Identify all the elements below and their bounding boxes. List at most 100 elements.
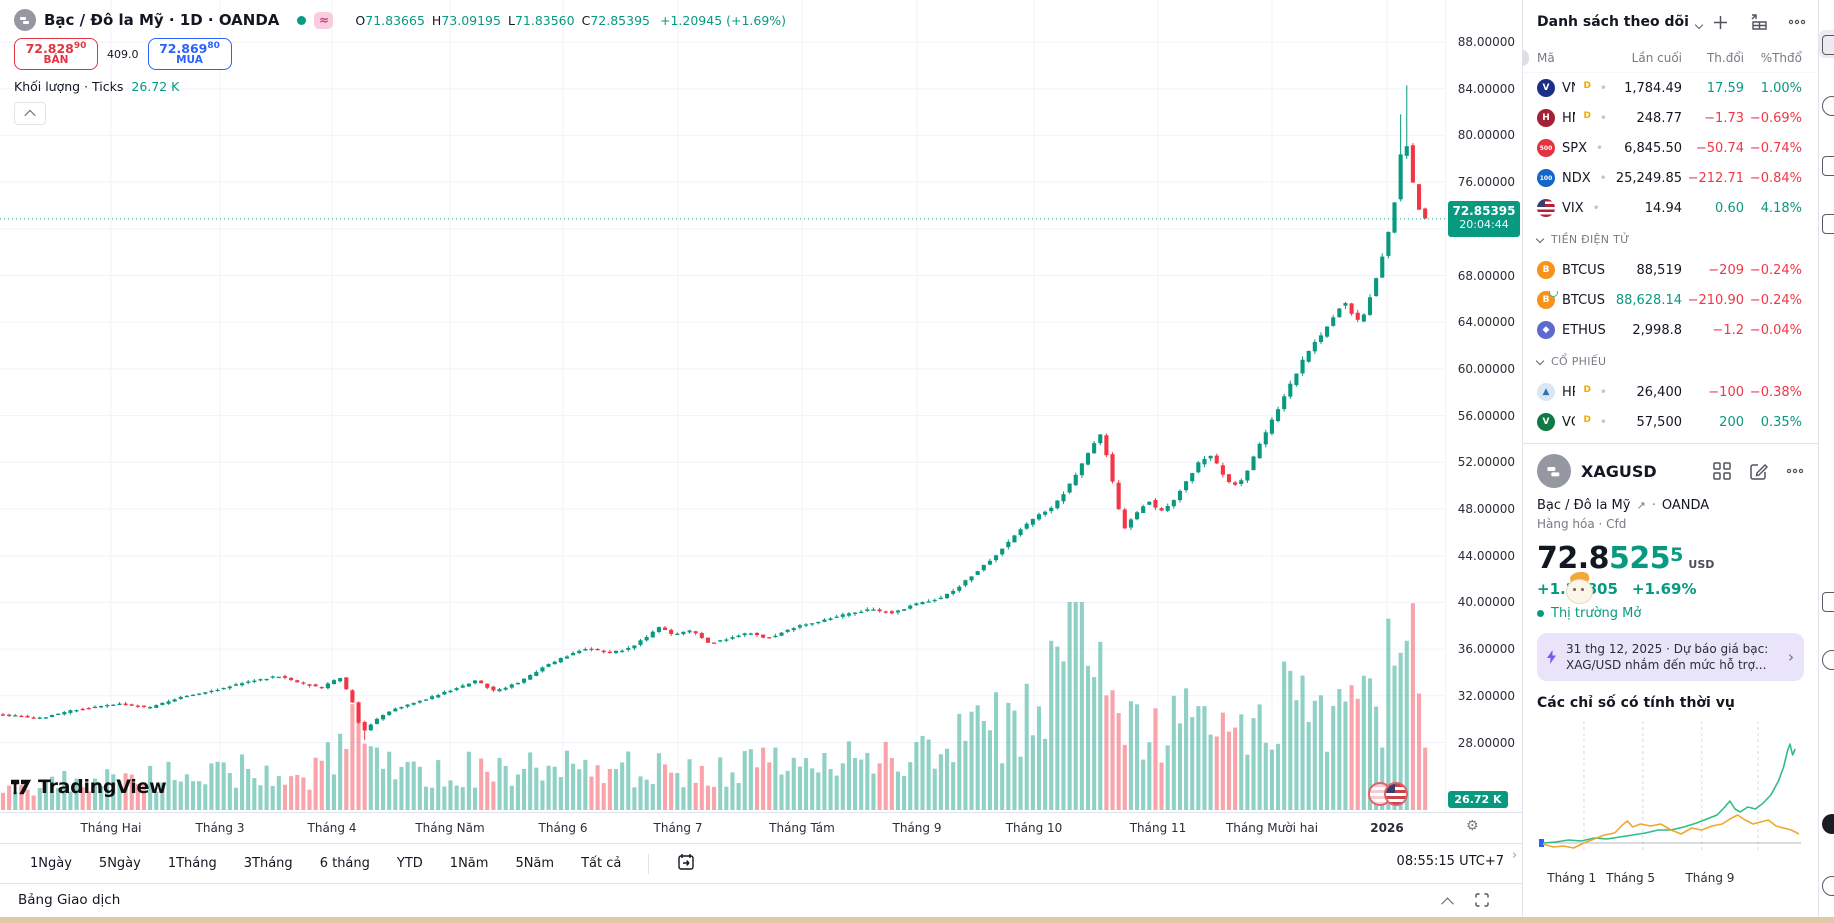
watchlist-row-HPG[interactable]: ▲ HPG D • 26,400 −100 −0.38% (1523, 377, 1818, 407)
market-status[interactable]: Thị trường Mở (1537, 606, 1804, 621)
seasonal-x-label: Tháng 5 (1606, 871, 1656, 886)
candlestick-chart[interactable] (0, 0, 1445, 812)
ohlc-c: C72.85395 (581, 12, 650, 28)
help-icon[interactable] (1822, 876, 1834, 902)
external-link-icon[interactable]: ↗ (1636, 499, 1646, 512)
range-1tháng[interactable]: 1Tháng (167, 856, 217, 871)
chat-icon[interactable] (1822, 214, 1834, 240)
detail-symbol-description[interactable]: Bạc / Đô la Mỹ (1537, 498, 1631, 513)
symbol-detail-panel: XAGUSD (1523, 444, 1818, 887)
go-to-date-icon[interactable] (676, 852, 696, 876)
range-1ngày[interactable]: 1Ngày (30, 856, 72, 871)
layout-grid-icon[interactable] (1713, 462, 1731, 480)
watchlist-more-icon[interactable] (1788, 19, 1806, 25)
us-market-flag-icon[interactable] (1368, 782, 1416, 808)
alerts-clock-icon[interactable] (1822, 96, 1834, 122)
watchlist-title[interactable]: Danh sách theo dõi (1537, 14, 1689, 30)
symbol-logo-icon: ▲ (1537, 383, 1555, 401)
calendar-icon[interactable] (1822, 592, 1834, 618)
change-cell: −209 (1708, 262, 1744, 278)
column-header-3[interactable]: %Thđổ (1760, 51, 1802, 65)
change-pct-cell: 0.35% (1760, 414, 1802, 430)
panel-expand-chevron-icon[interactable] (1441, 892, 1454, 911)
range-5ngày[interactable]: 5Ngày (98, 856, 141, 871)
scale-collapse-arrow[interactable]: › (1512, 848, 1518, 863)
symbol-cell: VIX • (1537, 199, 1607, 217)
watchlist-row-SPX[interactable]: 500 SPX • 6,845.50 −50.74 −0.74% (1523, 133, 1818, 163)
panel-resize-handle[interactable] (1522, 50, 1529, 66)
range-1năm[interactable]: 1Năm (449, 856, 489, 871)
column-header-2[interactable]: Th.đổi (1706, 51, 1744, 65)
change-cell: −212.71 (1687, 170, 1744, 186)
seasonal-chart[interactable]: Tháng 1 Tháng 5 Tháng 9 (1537, 715, 1804, 887)
watchlist-row-VNI[interactable]: V VNI D • 1,784.49 17.59 1.00% (1523, 73, 1818, 103)
price-tick-label: 64.00000 (1457, 315, 1515, 330)
watchlist-section-CỔ PHIẾU[interactable]: CỔ PHIẾU (1523, 345, 1818, 377)
range-tất-cả[interactable]: Tất cả (581, 856, 622, 871)
news-chevron-icon: › (1788, 648, 1794, 667)
watchlist-row-VIX[interactable]: VIX • 14.94 0.60 4.18% (1523, 193, 1818, 223)
trading-panel-tab[interactable]: Bảng Giao dịch (18, 892, 121, 908)
symbol-logo-icon (1537, 199, 1555, 217)
tradingview-logo[interactable]: TradingView (10, 776, 167, 798)
news-item[interactable]: 31 thg 12, 2025 · Dự báo giá bạc: XAG/US… (1537, 633, 1804, 682)
symbol-title[interactable]: Bạc / Đô la Mỹ · 1D · OANDA (44, 11, 280, 29)
approximation-icon[interactable]: ≈ (314, 11, 334, 29)
last-price-tag: 72.85395 20:04:44 (1448, 200, 1520, 237)
column-header-0[interactable]: Mã (1537, 51, 1555, 65)
range-ytd[interactable]: YTD (396, 856, 423, 871)
range-5năm[interactable]: 5Năm (515, 856, 555, 871)
range-6-tháng[interactable]: 6 tháng (319, 856, 370, 871)
volume-indicator-row[interactable]: Khối lượng · Ticks 26.72 K (14, 79, 180, 94)
collapse-indicator-button[interactable] (14, 102, 46, 125)
volume-bars (0, 602, 1428, 810)
price-axis[interactable]: 72.85395 20:04:44 26.72 K 88.00000 84.000… (1445, 0, 1523, 812)
change-cell: 0.60 (1715, 200, 1744, 216)
buy-button[interactable]: 72.86980 MUA (147, 38, 232, 70)
watchlist-row-ETHUS[interactable]: ◆ ETHUS 2,998.8 −1.2 −0.04% (1523, 315, 1818, 345)
time-axis[interactable]: ⚙ Tháng Hai Tháng 3 Tháng 4 Tháng Năm Tháng … (0, 812, 1522, 844)
watchlist-section-TIỀN ĐIỆN TỬ[interactable]: TIỀN ĐIỆN TỬ (1523, 223, 1818, 255)
open-list-grid-icon[interactable] (1749, 13, 1768, 31)
time-tick-label: Tháng 6 (538, 821, 588, 835)
detail-change-row: +1.20805+1.69% (1537, 570, 1804, 604)
detail-symbol-name[interactable]: XAGUSD (1581, 461, 1657, 481)
change-pct-cell: −0.38% (1749, 384, 1802, 400)
watchlist-row-NDX[interactable]: 100 NDX • 25,249.85 −212.71 −0.84% (1523, 163, 1818, 193)
clock[interactable]: 08:55:15 UTC+7 (1396, 854, 1504, 869)
watchlist-panel: Danh sách theo dõi Mã Lần cuối Th.đổi %Thđổ… (1522, 0, 1818, 917)
grid (0, 0, 1445, 810)
symbol-logo-icon: V (1537, 413, 1555, 431)
column-header-1[interactable]: Lần cuối (1631, 51, 1682, 65)
price-tick-label: 60.00000 (1457, 361, 1515, 376)
time-tick-label: Tháng 7 (653, 821, 703, 835)
symbol-name: BTCUS (1562, 292, 1605, 308)
axis-settings-gear-icon[interactable]: ⚙ (1466, 818, 1479, 834)
add-symbol-icon[interactable] (1712, 14, 1729, 31)
notifications-bell-icon[interactable] (1822, 650, 1834, 676)
panel-maximize-icon[interactable] (1474, 892, 1490, 908)
watchlist-chevron-icon[interactable] (1694, 13, 1704, 32)
watchlist-row-BTCUS[interactable]: B BTCUS 88,519 −209 −0.24% (1523, 255, 1818, 285)
watchlist-row-VCB[interactable]: V VCB D • 57,500 200 0.35% (1523, 407, 1818, 437)
range-3tháng[interactable]: 3Tháng (243, 856, 293, 871)
news-disc-icon[interactable] (1822, 814, 1834, 840)
hotlists-icon[interactable] (1822, 156, 1834, 182)
watchlist-row-BTCUS[interactable]: B BTCUS 88,628.14 −210.90 −0.24% (1523, 285, 1818, 315)
change-cell: −50.74 (1695, 140, 1744, 156)
refresh-badge-icon (1549, 291, 1558, 297)
change-pct-cell: −0.24% (1749, 292, 1802, 308)
price-tick-label: 48.00000 (1457, 502, 1515, 516)
symbol-cell: 500 SPX • (1537, 139, 1607, 157)
detail-more-icon[interactable] (1786, 468, 1804, 474)
watchlist-row-HNX[interactable]: H HNX D • 248.77 −1.73 −0.69% (1523, 103, 1818, 133)
section-chevron-icon (1535, 356, 1545, 366)
edit-note-icon[interactable] (1749, 462, 1768, 481)
connection-status-icon[interactable] (297, 15, 307, 25)
sell-button[interactable]: 72.82890 BÁN (14, 38, 98, 70)
data-source-dot-icon: • (1599, 171, 1607, 185)
price-tick-label: 88.00000 (1457, 35, 1515, 49)
change-cell: −1.73 (1704, 110, 1744, 126)
watchlist-panel-icon[interactable] (1822, 35, 1834, 61)
